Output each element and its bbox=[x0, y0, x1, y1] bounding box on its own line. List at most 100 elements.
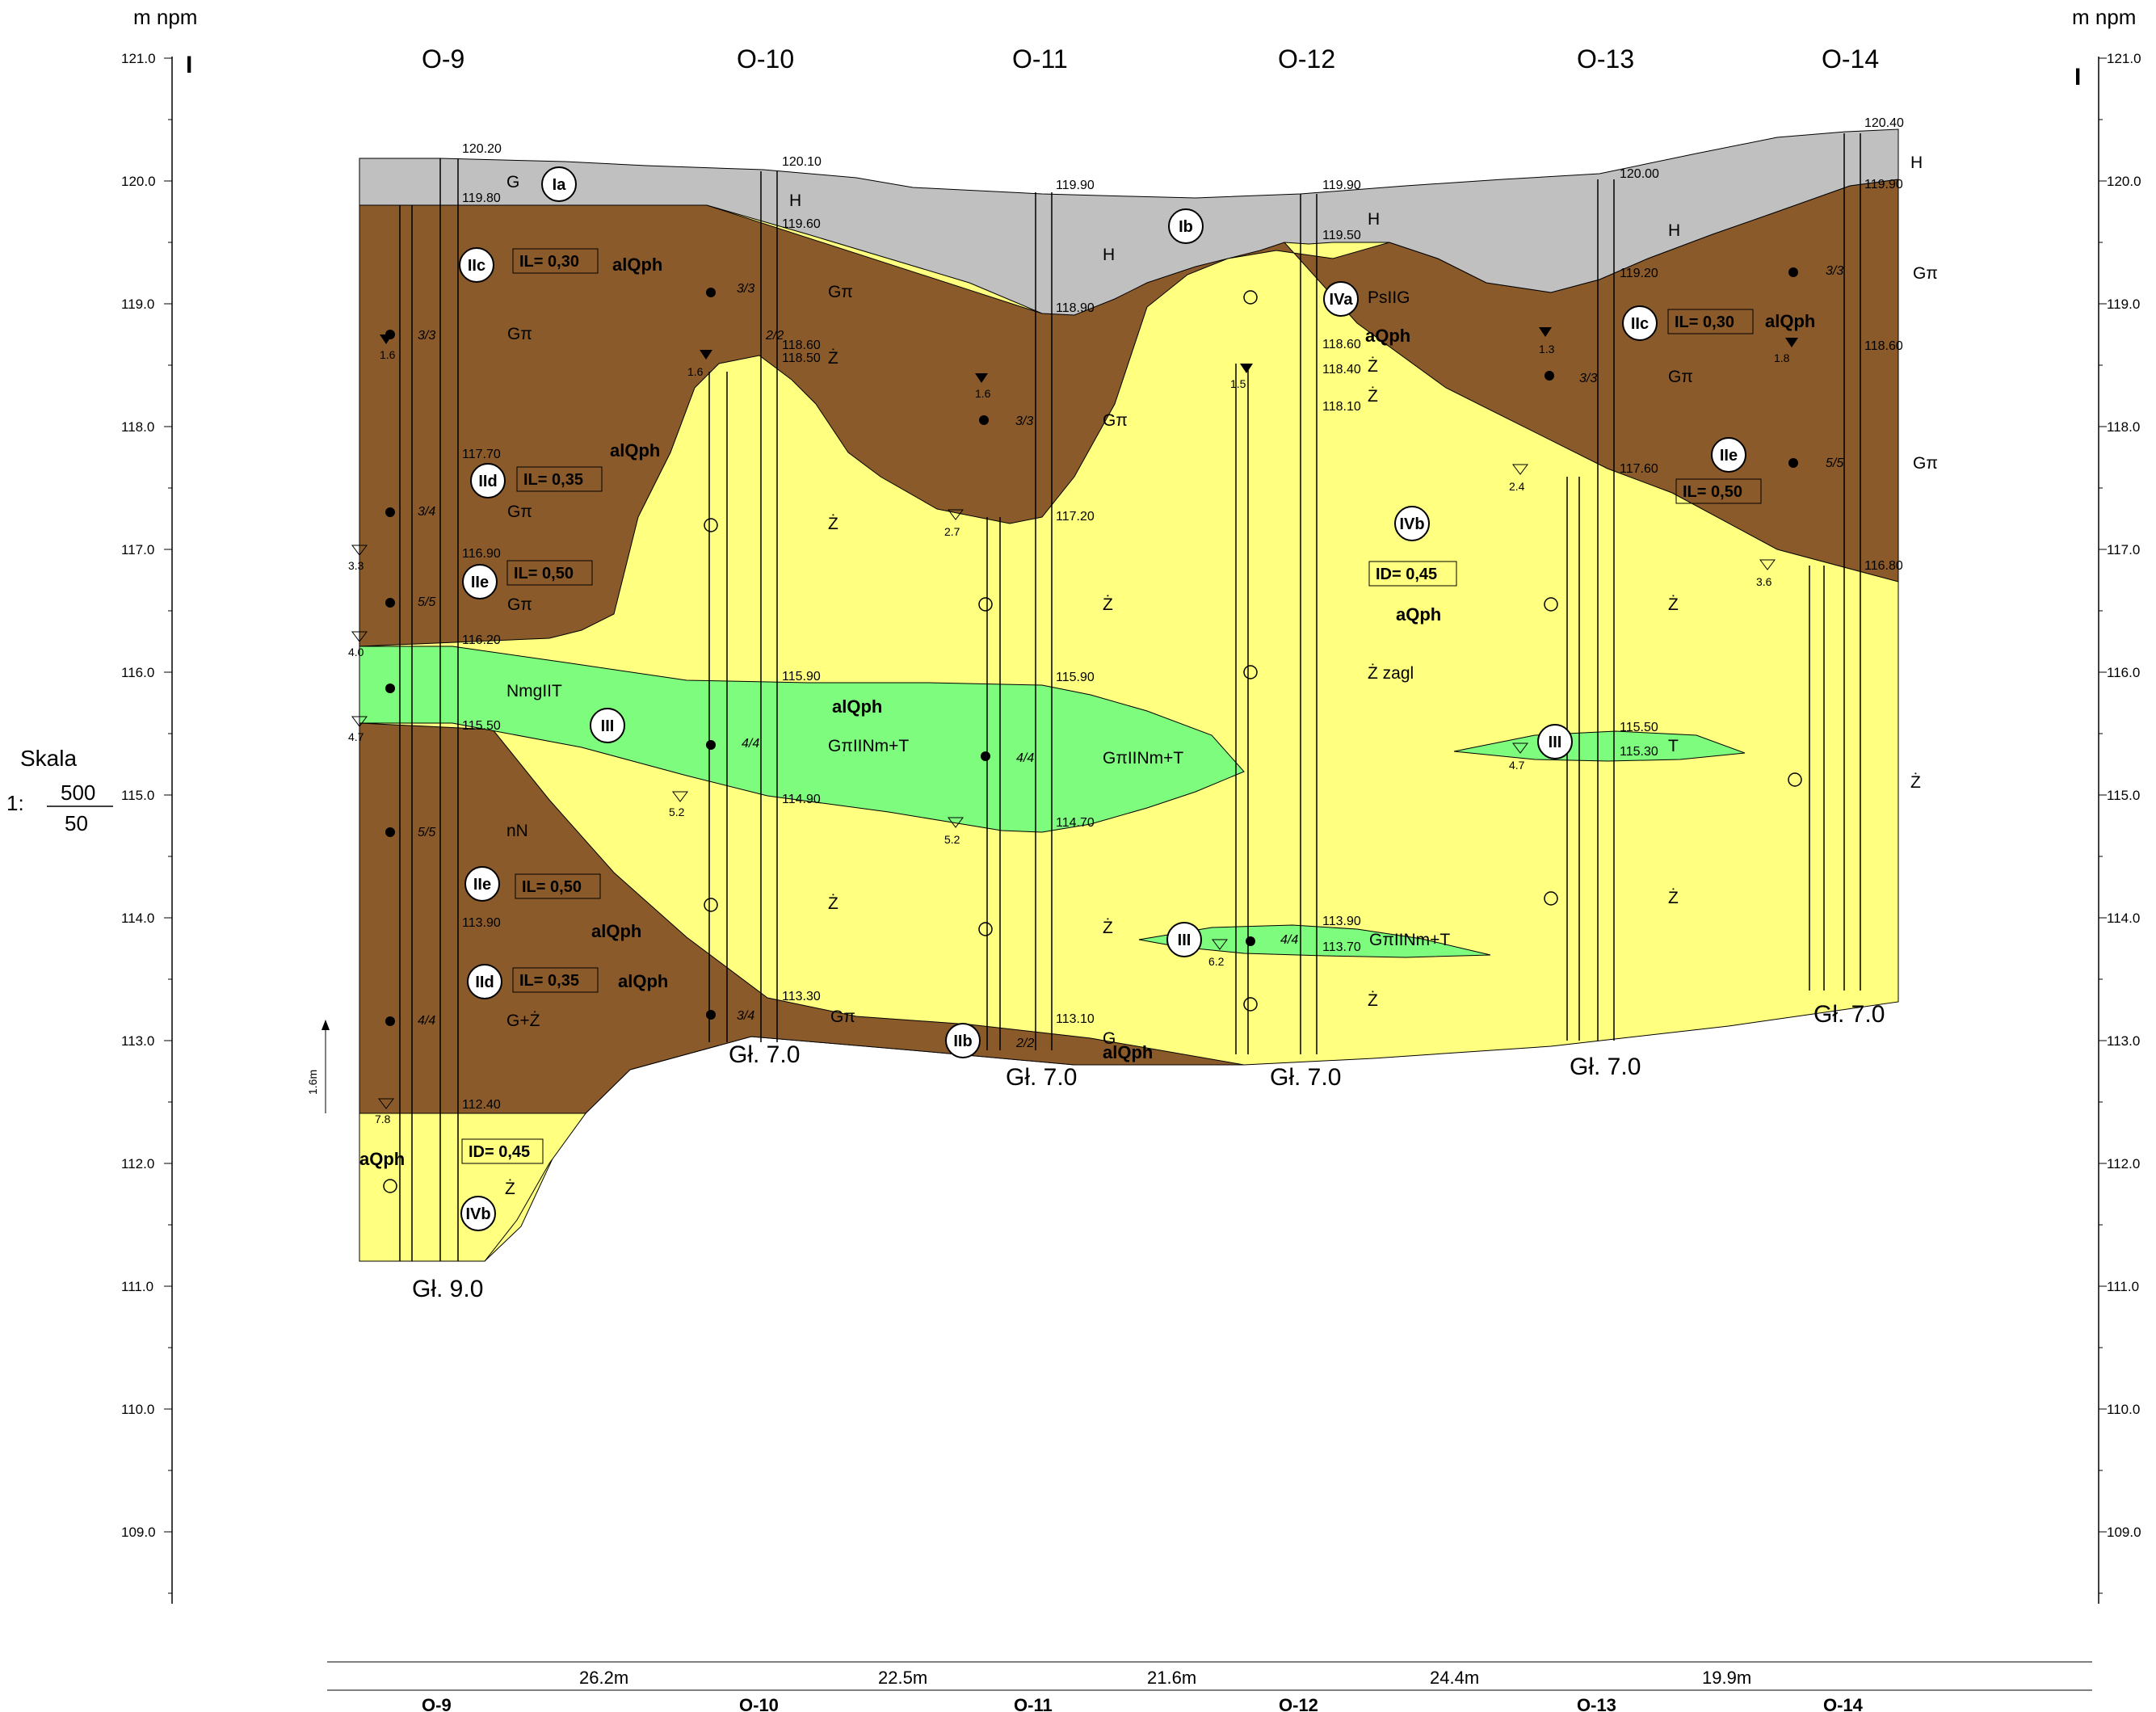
svg-text:4/4: 4/4 bbox=[1016, 751, 1034, 765]
soil-label: Gπ bbox=[830, 1007, 855, 1026]
scale-label: Skala bbox=[20, 746, 77, 771]
axis-tick-left: 121.0 bbox=[121, 51, 156, 66]
soil-label: Gπ bbox=[507, 595, 532, 614]
layer-code-badge: IVb bbox=[460, 1196, 496, 1231]
svg-text:IVb: IVb bbox=[465, 1205, 490, 1223]
genesis-label: alQph bbox=[612, 254, 662, 275]
svg-text:118.10: 118.10 bbox=[1322, 400, 1361, 414]
svg-text:114.70: 114.70 bbox=[1056, 816, 1095, 830]
soil-label: Ż bbox=[828, 515, 838, 533]
svg-text:6.2: 6.2 bbox=[1208, 955, 1225, 968]
soil-label: G bbox=[1103, 1029, 1116, 1048]
depth-label: Gł. 9.0 bbox=[412, 1276, 483, 1302]
svg-text:117.20: 117.20 bbox=[1056, 510, 1095, 524]
axis-tick-right: 109.0 bbox=[2107, 1525, 2141, 1540]
svg-text:3/4: 3/4 bbox=[418, 505, 435, 519]
distance-bar: 26.2m 22.5m 21.6m 24.4m 19.9m O-9 O-10 O… bbox=[327, 1661, 2092, 1712]
borehole-footer: O-13 bbox=[1577, 1695, 1616, 1712]
layer-clay-upper bbox=[359, 179, 1899, 647]
svg-text:1.8: 1.8 bbox=[1774, 351, 1790, 364]
genesis-label: alQph bbox=[618, 971, 668, 991]
il-box: IL= 0,35 bbox=[512, 967, 599, 993]
svg-text:119.80: 119.80 bbox=[462, 191, 501, 205]
soil-label: Gπ bbox=[1913, 264, 1938, 283]
axis-tick-right: 113.0 bbox=[2107, 1033, 2140, 1049]
axis-tick-left: 115.0 bbox=[121, 788, 154, 803]
svg-text:IIb: IIb bbox=[953, 1033, 972, 1050]
svg-text:7.8: 7.8 bbox=[375, 1113, 391, 1125]
il-box: IL= 0,50 bbox=[515, 873, 601, 899]
svg-text:118.40: 118.40 bbox=[1322, 363, 1361, 376]
svg-text:IL= 0,30: IL= 0,30 bbox=[1675, 313, 1734, 331]
layer-code-badge: IIc bbox=[1622, 305, 1658, 341]
svg-text:ID= 0,45: ID= 0,45 bbox=[1376, 566, 1437, 583]
soil-label: H bbox=[1103, 246, 1115, 264]
svg-text:119.60: 119.60 bbox=[782, 217, 821, 231]
genesis-label: alQph bbox=[591, 921, 641, 941]
svg-text:112.40: 112.40 bbox=[462, 1098, 501, 1112]
svg-text:5/5: 5/5 bbox=[418, 826, 435, 839]
axis-tick-right: 120.0 bbox=[2107, 174, 2141, 189]
soil-label: PsIIG bbox=[1368, 288, 1410, 307]
svg-text:115.90: 115.90 bbox=[782, 670, 821, 684]
borehole-headers: O-9 O-10 O-11 O-12 O-13 O-14 bbox=[422, 44, 1879, 74]
svg-text:3/3: 3/3 bbox=[1015, 414, 1033, 428]
svg-text:IIe: IIe bbox=[471, 574, 489, 591]
svg-text:3/3: 3/3 bbox=[1826, 264, 1843, 278]
soil-label: GπIINm+T bbox=[1369, 931, 1450, 949]
svg-text:113.90: 113.90 bbox=[462, 916, 501, 930]
svg-text:119.90: 119.90 bbox=[1864, 178, 1903, 191]
consistency-marks: 3/3 3/4 5/5 5/5 4/4 3/3 2/2 4/4 3/4 3/3 … bbox=[418, 264, 1843, 1050]
layer-code-badge: IIe bbox=[464, 866, 500, 902]
soil-label: T bbox=[1668, 737, 1679, 755]
svg-text:4.0: 4.0 bbox=[348, 646, 364, 658]
svg-text:119.90: 119.90 bbox=[1322, 179, 1361, 192]
soil-label: Gπ bbox=[507, 325, 532, 343]
layer-codes: Ia Ib IIb IIc IIc IId IId IIe IIe IIe II… bbox=[459, 166, 1746, 1231]
borehole-footer: O-10 bbox=[739, 1695, 779, 1712]
svg-text:1.5: 1.5 bbox=[1230, 377, 1246, 390]
svg-text:118.60: 118.60 bbox=[782, 339, 821, 352]
layer-code-badge: IId bbox=[470, 463, 506, 498]
borehole-name: O-13 bbox=[1577, 44, 1634, 74]
svg-text:119.90: 119.90 bbox=[1056, 179, 1095, 192]
soil-label: Gπ bbox=[828, 283, 853, 301]
svg-text:3/3: 3/3 bbox=[737, 282, 754, 296]
axis-tick-right: 111.0 bbox=[2107, 1279, 2139, 1294]
svg-text:118.60: 118.60 bbox=[1322, 338, 1361, 351]
svg-text:IId: IId bbox=[478, 473, 497, 490]
svg-text:3.3: 3.3 bbox=[348, 559, 364, 572]
axis-tick-left: 113.0 bbox=[121, 1033, 154, 1049]
svg-text:IL= 0,30: IL= 0,30 bbox=[519, 253, 579, 271]
layer-code-badge: IVa bbox=[1323, 281, 1359, 317]
svg-text:118.90: 118.90 bbox=[1056, 301, 1095, 315]
axis-tick-left: 114.0 bbox=[121, 911, 154, 926]
layer-made-ground bbox=[359, 128, 1899, 316]
borehole-footer: O-11 bbox=[1014, 1695, 1053, 1712]
axis-tick-right: 121.0 bbox=[2107, 51, 2141, 66]
borehole-columns bbox=[399, 133, 1861, 1261]
soil-label: GπIINm+T bbox=[828, 737, 909, 755]
soil-label: G+Ż bbox=[506, 1012, 540, 1030]
distance-label: 24.4m bbox=[1430, 1668, 1479, 1688]
svg-text:3.6: 3.6 bbox=[1756, 575, 1772, 588]
layer-code-badge: IVb bbox=[1394, 506, 1430, 541]
svg-text:2/2: 2/2 bbox=[765, 329, 784, 343]
soil-label: Ż bbox=[1368, 991, 1378, 1010]
genesis-label: aQph bbox=[359, 1149, 405, 1169]
il-box: IL= 0,35 bbox=[516, 466, 603, 492]
svg-text:2.4: 2.4 bbox=[1509, 480, 1525, 493]
genesis-label: alQph bbox=[1765, 311, 1815, 331]
layer-code-badge: IIe bbox=[1711, 437, 1746, 473]
scale-vertical: 50 bbox=[65, 811, 88, 835]
borehole-name: O-12 bbox=[1278, 44, 1335, 74]
axis-tick-right: 114.0 bbox=[2107, 911, 2140, 926]
soil-label: Ż bbox=[1668, 595, 1679, 614]
scale-prefix: 1: bbox=[6, 791, 24, 815]
genesis-label: aQph bbox=[1365, 326, 1410, 346]
svg-text:1.6: 1.6 bbox=[380, 348, 396, 361]
soil-labels: G H H H H H Gπ Gπ Gπ Gπ Gπ Gπ Gπ Gπ Gπ Ż… bbox=[505, 154, 1938, 1198]
soil-label: Ż bbox=[1368, 357, 1378, 376]
axis-tick-left: 111.0 bbox=[121, 1279, 153, 1294]
soil-label: Ż bbox=[828, 894, 838, 913]
